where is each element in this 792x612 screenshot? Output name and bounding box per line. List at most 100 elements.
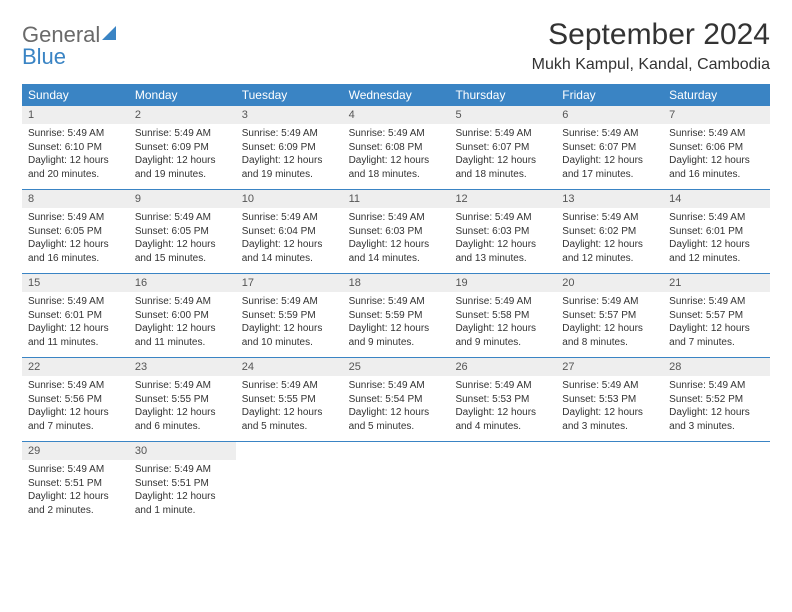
info-line: Sunrise: 5:49 AM (349, 127, 444, 141)
day-info: Sunrise: 5:49 AMSunset: 6:03 PMDaylight:… (343, 208, 450, 269)
day-number: 20 (556, 274, 663, 292)
info-line: Daylight: 12 hours (455, 406, 550, 420)
day-number: 4 (343, 106, 450, 124)
day-info: Sunrise: 5:49 AMSunset: 6:08 PMDaylight:… (343, 124, 450, 185)
info-line: Sunset: 5:55 PM (242, 393, 337, 407)
info-line: Sunrise: 5:49 AM (349, 211, 444, 225)
info-line: Daylight: 12 hours (349, 238, 444, 252)
info-line: Daylight: 12 hours (135, 406, 230, 420)
day-info: Sunrise: 5:49 AMSunset: 6:05 PMDaylight:… (22, 208, 129, 269)
info-line: Sunset: 6:05 PM (135, 225, 230, 239)
info-line: Sunrise: 5:49 AM (135, 211, 230, 225)
info-line: Sunrise: 5:49 AM (135, 127, 230, 141)
info-line: Daylight: 12 hours (562, 406, 657, 420)
day-info: Sunrise: 5:49 AMSunset: 5:55 PMDaylight:… (236, 376, 343, 437)
day-header-wed: Wednesday (343, 84, 450, 106)
info-line: and 1 minute. (135, 504, 230, 518)
day-number (556, 442, 663, 448)
day-number: 26 (449, 358, 556, 376)
info-line: Sunrise: 5:49 AM (349, 379, 444, 393)
day-cell: 9 Sunrise: 5:49 AMSunset: 6:05 PMDaylight… (129, 190, 236, 269)
info-line: Daylight: 12 hours (669, 406, 764, 420)
info-line: and 4 minutes. (455, 420, 550, 434)
info-line: Sunset: 6:09 PM (242, 141, 337, 155)
day-cell: 13Sunrise: 5:49 AMSunset: 6:02 PMDayligh… (556, 190, 663, 269)
info-line: Sunset: 5:54 PM (349, 393, 444, 407)
day-number: 23 (129, 358, 236, 376)
info-line: Sunset: 6:01 PM (669, 225, 764, 239)
day-number: 6 (556, 106, 663, 124)
info-line: Sunrise: 5:49 AM (242, 211, 337, 225)
week-row: 22Sunrise: 5:49 AMSunset: 5:56 PMDayligh… (22, 358, 770, 442)
day-number: 1 (22, 106, 129, 124)
week-row: 29Sunrise: 5:49 AMSunset: 5:51 PMDayligh… (22, 442, 770, 525)
info-line: Sunset: 5:58 PM (455, 309, 550, 323)
info-line: and 6 minutes. (135, 420, 230, 434)
day-number (449, 442, 556, 448)
info-line: and 17 minutes. (562, 168, 657, 182)
info-line: and 3 minutes. (562, 420, 657, 434)
day-info: Sunrise: 5:49 AMSunset: 5:59 PMDaylight:… (236, 292, 343, 353)
info-line: Daylight: 12 hours (242, 406, 337, 420)
info-line: Daylight: 12 hours (349, 406, 444, 420)
info-line: Sunrise: 5:49 AM (349, 295, 444, 309)
day-number: 16 (129, 274, 236, 292)
info-line: and 13 minutes. (455, 252, 550, 266)
day-number: 19 (449, 274, 556, 292)
day-number: 28 (663, 358, 770, 376)
logo-word-blue: Blue (22, 44, 66, 69)
day-number: 11 (343, 190, 450, 208)
day-cell: 11Sunrise: 5:49 AMSunset: 6:03 PMDayligh… (343, 190, 450, 269)
day-number: 2 (129, 106, 236, 124)
info-line: Daylight: 12 hours (349, 322, 444, 336)
day-info: Sunrise: 5:49 AMSunset: 5:59 PMDaylight:… (343, 292, 450, 353)
info-line: Daylight: 12 hours (669, 322, 764, 336)
day-number: 3 (236, 106, 343, 124)
day-cell (343, 442, 450, 521)
info-line: Sunset: 5:57 PM (669, 309, 764, 323)
day-cell: 22Sunrise: 5:49 AMSunset: 5:56 PMDayligh… (22, 358, 129, 437)
day-header-mon: Monday (129, 84, 236, 106)
info-line: and 7 minutes. (669, 336, 764, 350)
info-line: Sunrise: 5:49 AM (562, 379, 657, 393)
header: General Blue September 2024 Mukh Kampul,… (22, 18, 770, 74)
day-number: 7 (663, 106, 770, 124)
info-line: Sunset: 5:55 PM (135, 393, 230, 407)
day-number: 5 (449, 106, 556, 124)
info-line: Daylight: 12 hours (669, 154, 764, 168)
day-number: 25 (343, 358, 450, 376)
info-line: Sunset: 6:06 PM (669, 141, 764, 155)
day-info: Sunrise: 5:49 AMSunset: 6:01 PMDaylight:… (663, 208, 770, 269)
info-line: Daylight: 12 hours (135, 490, 230, 504)
info-line: Sunrise: 5:49 AM (135, 379, 230, 393)
logo-sail-icon (100, 22, 120, 47)
day-cell: 16Sunrise: 5:49 AMSunset: 6:00 PMDayligh… (129, 274, 236, 353)
info-line: Daylight: 12 hours (455, 322, 550, 336)
day-info: Sunrise: 5:49 AMSunset: 5:58 PMDaylight:… (449, 292, 556, 353)
info-line: and 5 minutes. (349, 420, 444, 434)
info-line: Daylight: 12 hours (242, 322, 337, 336)
info-line: and 20 minutes. (28, 168, 123, 182)
info-line: and 11 minutes. (135, 336, 230, 350)
info-line: and 3 minutes. (669, 420, 764, 434)
info-line: Sunset: 6:03 PM (455, 225, 550, 239)
day-header-fri: Friday (556, 84, 663, 106)
info-line: Sunrise: 5:49 AM (562, 127, 657, 141)
info-line: and 12 minutes. (669, 252, 764, 266)
calendar: Sunday Monday Tuesday Wednesday Thursday… (22, 84, 770, 525)
info-line: Sunset: 6:02 PM (562, 225, 657, 239)
day-number: 17 (236, 274, 343, 292)
info-line: Sunset: 5:59 PM (242, 309, 337, 323)
title-block: September 2024 Mukh Kampul, Kandal, Camb… (532, 18, 770, 74)
day-cell: 25 Sunrise: 5:49 AMSunset: 5:54 PMDayligh… (343, 358, 450, 437)
day-cell: 10Sunrise: 5:49 AMSunset: 6:04 PMDayligh… (236, 190, 343, 269)
info-line: Sunset: 6:04 PM (242, 225, 337, 239)
day-number: 9 (129, 190, 236, 208)
info-line: Sunset: 5:52 PM (669, 393, 764, 407)
day-cell: 30Sunrise: 5:49 AMSunset: 5:51 PMDayligh… (129, 442, 236, 521)
day-cell: 24Sunrise: 5:49 AMSunset: 5:55 PMDayligh… (236, 358, 343, 437)
day-header-thu: Thursday (449, 84, 556, 106)
info-line: Daylight: 12 hours (562, 238, 657, 252)
info-line: Daylight: 12 hours (135, 238, 230, 252)
day-number: 18 (343, 274, 450, 292)
